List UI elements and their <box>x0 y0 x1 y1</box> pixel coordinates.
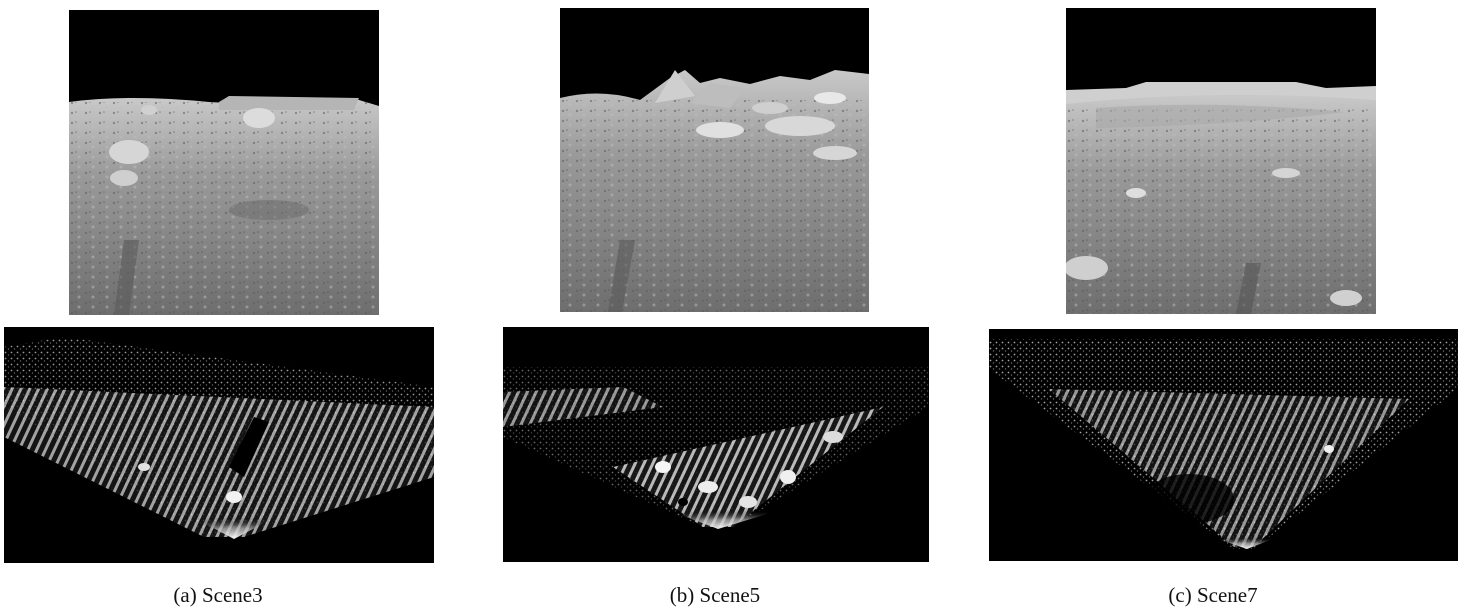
scene3-photo <box>69 10 379 315</box>
scene7-point-cloud <box>989 329 1458 561</box>
scene7-photo <box>1066 8 1376 314</box>
caption-scene7: (c) Scene7 <box>1168 583 1257 607</box>
caption-scene3: (a) Scene3 <box>173 583 262 607</box>
scene3-point-cloud <box>4 327 434 563</box>
caption-scene5: (b) Scene5 <box>670 583 760 607</box>
scene5-photo <box>560 8 869 312</box>
scene5-point-cloud <box>503 327 929 562</box>
